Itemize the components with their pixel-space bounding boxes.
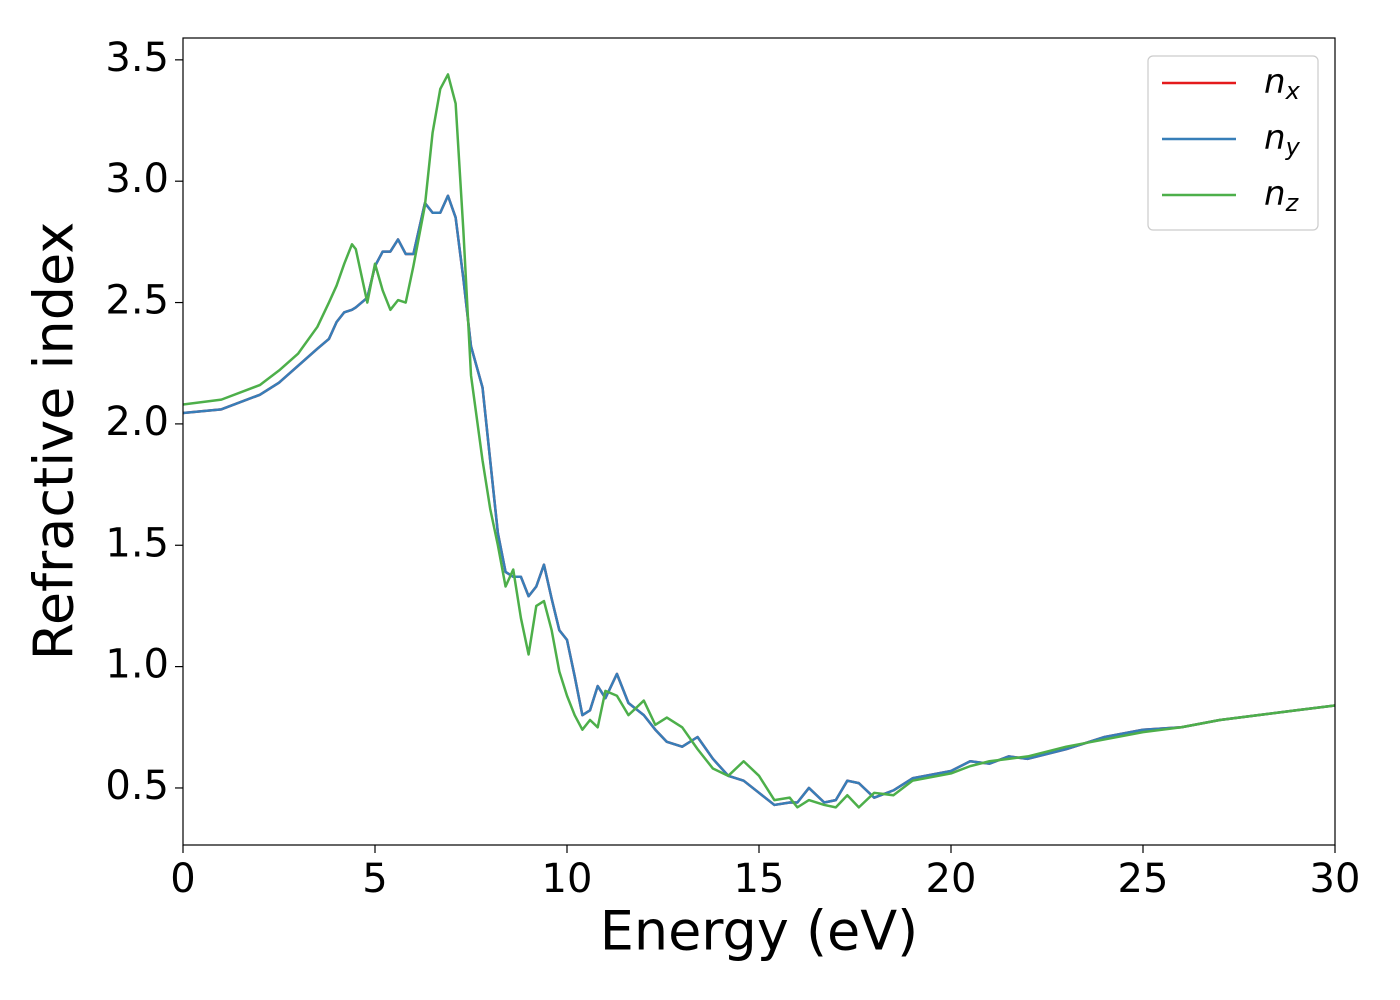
x-tick-label: 0 [170, 856, 195, 902]
y-tick-label: 1.0 [105, 642, 169, 688]
y-tick-label: 2.5 [105, 278, 169, 324]
legend-box [1147, 55, 1319, 231]
x-axis-label: Energy (eV) [600, 900, 919, 963]
y-tick-label: 0.5 [105, 763, 169, 809]
x-tick-label: 10 [542, 856, 593, 902]
x-tick-label: 20 [926, 856, 977, 902]
x-tick-label: 5 [362, 856, 387, 902]
x-tick-label: 15 [734, 856, 785, 902]
series-line [183, 73, 1335, 809]
y-axis-label: Refractive index [23, 222, 86, 661]
legend-label: ny [1264, 118, 1301, 162]
x-tick-label: 30 [1310, 856, 1361, 902]
y-tick-label: 3.0 [105, 156, 169, 202]
legend-label: nx [1264, 62, 1301, 106]
legend-label: nz [1264, 174, 1300, 218]
x-tick-label: 25 [1118, 856, 1169, 902]
series-line [183, 194, 1335, 807]
y-tick-label: 2.0 [105, 399, 169, 445]
plot-frame [182, 37, 1336, 846]
y-tick-label: 1.5 [105, 520, 169, 566]
series-line [183, 194, 1335, 807]
y-tick-label: 3.5 [105, 35, 169, 81]
